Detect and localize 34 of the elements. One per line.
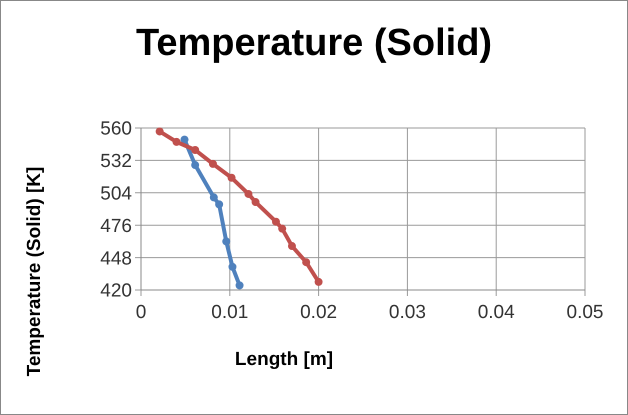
- point: [191, 146, 200, 154]
- point: [208, 160, 217, 168]
- point: [222, 237, 230, 246]
- y-axis-title: Temperature (Solid) [K]: [24, 166, 45, 376]
- point: [244, 190, 252, 198]
- y-tick-label: 532: [100, 151, 132, 172]
- point: [210, 193, 218, 202]
- point: [278, 224, 286, 233]
- chart-title: Temperature (Solid): [136, 22, 492, 64]
- y-tick-label: 476: [100, 216, 132, 237]
- y-tick-label: 448: [100, 248, 132, 270]
- x-tick-label: 0.04: [478, 302, 516, 323]
- point: [252, 198, 260, 206]
- point: [180, 136, 189, 144]
- x-axis-title: Length [m]: [234, 349, 334, 370]
- x-tick-label: 0: [136, 302, 146, 323]
- x-tick-label: 0.02: [300, 302, 338, 323]
- y-tick-label: 504: [100, 183, 132, 204]
- point: [191, 161, 200, 170]
- point: [288, 242, 296, 250]
- point: [314, 278, 323, 286]
- point: [228, 174, 236, 182]
- x-tick-label: 0.01: [211, 302, 248, 323]
- point: [272, 218, 280, 226]
- point: [172, 138, 181, 146]
- point: [236, 281, 244, 290]
- y-tick-label: 560: [100, 118, 132, 140]
- x-tick-label: 0.03: [388, 302, 426, 323]
- point: [302, 258, 310, 266]
- point: [215, 200, 224, 208]
- point: [228, 262, 236, 271]
- x-tick-label: 0.05: [566, 302, 604, 323]
- point: [156, 127, 164, 136]
- y-tick-label: 420: [100, 280, 132, 302]
